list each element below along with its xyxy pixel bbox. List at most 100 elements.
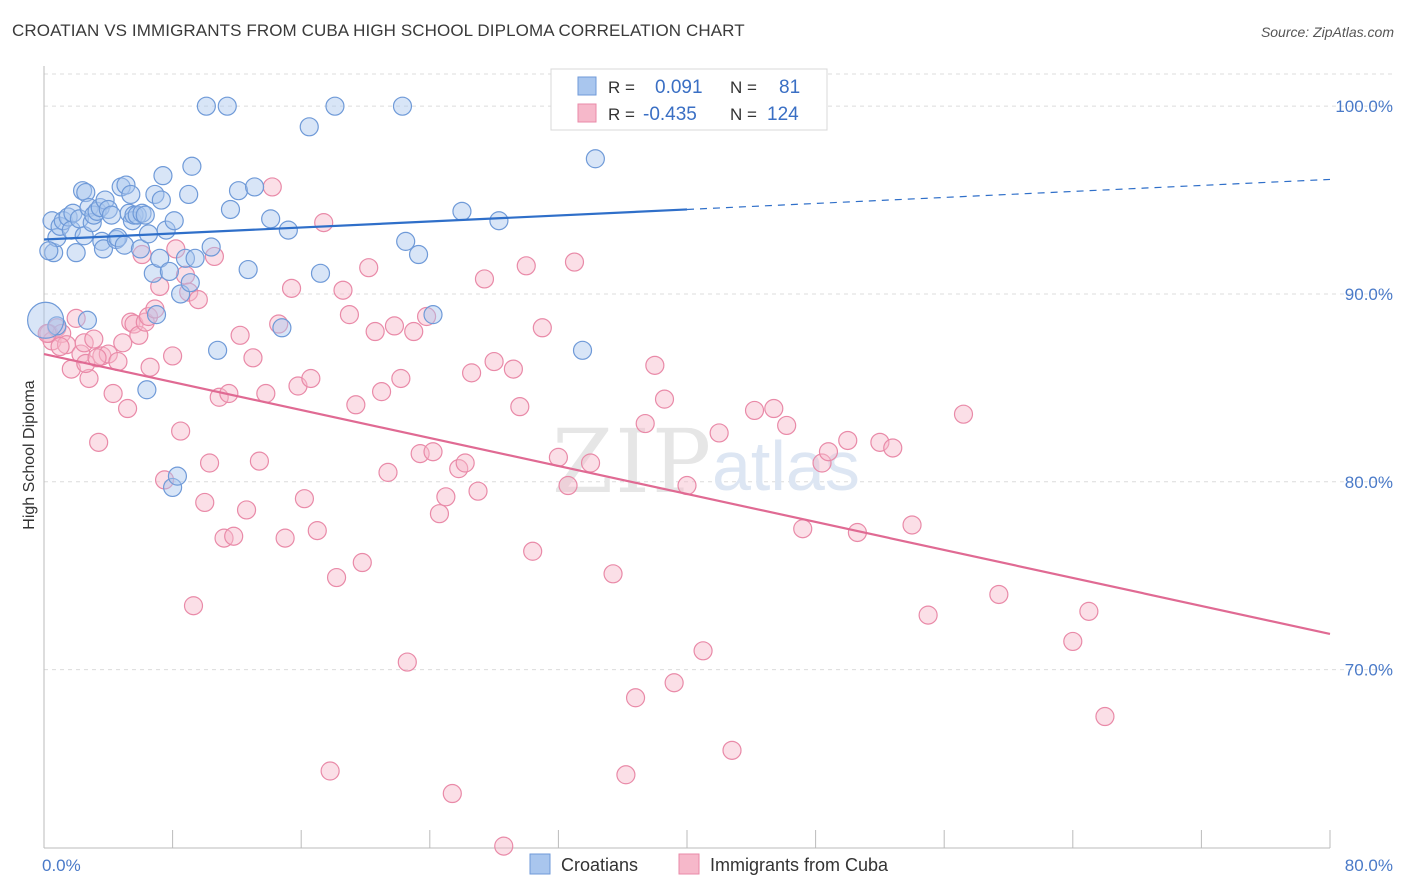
point-cuba xyxy=(140,357,160,377)
point-croatian xyxy=(220,199,241,220)
point-cuba xyxy=(199,453,220,473)
point-croatian xyxy=(27,301,65,339)
point-cuba xyxy=(365,321,385,342)
point-croatian xyxy=(272,318,292,338)
point-croatian xyxy=(121,184,141,205)
point-cuba xyxy=(307,521,327,541)
point-cuba xyxy=(838,430,858,451)
point-croatian xyxy=(228,181,249,201)
point-croatian xyxy=(77,310,98,330)
point-croatian xyxy=(261,209,281,229)
trend-line-croatians xyxy=(43,208,688,241)
point-croatian xyxy=(167,466,188,486)
x-tick-label: 80.0% xyxy=(1345,856,1393,875)
trend-lines xyxy=(43,178,1331,635)
point-croatian xyxy=(114,235,134,255)
point-cuba xyxy=(404,321,424,342)
point-cuba xyxy=(484,351,504,372)
point-cuba xyxy=(429,504,450,524)
trend-line-cuba xyxy=(43,352,1331,635)
point-cuba xyxy=(314,213,334,233)
point-croatian xyxy=(137,380,157,400)
point-cuba xyxy=(171,421,191,441)
point-croatian xyxy=(572,340,593,360)
point-croatian xyxy=(98,199,118,220)
point-cuba xyxy=(113,333,133,353)
point-croatian xyxy=(72,181,93,201)
legend-top: R = 0.091 N = 81 R = -0.435 N = 124 xyxy=(550,68,828,131)
point-cuba xyxy=(709,423,729,443)
bottom-legend-swatch-pink xyxy=(678,853,700,875)
grid-lines xyxy=(44,73,1392,671)
point-croatian xyxy=(163,477,183,498)
point-cuba xyxy=(195,492,215,513)
point-cuba xyxy=(953,404,974,424)
point-cuba xyxy=(812,453,832,473)
point-cuba xyxy=(764,398,784,419)
y-tick-label: 90.0% xyxy=(1345,285,1393,304)
legend-r-label-pink: R = xyxy=(608,105,635,124)
point-cuba xyxy=(777,415,797,436)
point-croatian xyxy=(146,305,167,325)
point-croatian xyxy=(66,243,86,263)
point-cuba xyxy=(50,336,70,357)
point-cuba xyxy=(275,528,295,548)
legend-r-value-blue: 0.091 xyxy=(655,77,703,98)
point-cuba xyxy=(516,256,536,276)
point-croatian xyxy=(408,244,429,265)
point-cuba xyxy=(564,252,585,272)
point-croatian xyxy=(299,117,319,137)
point-croatian xyxy=(238,259,258,280)
point-cuba xyxy=(603,564,623,584)
point-cuba xyxy=(902,515,922,535)
point-cuba xyxy=(397,652,417,672)
point-croatian xyxy=(185,248,205,268)
point-croatian xyxy=(244,177,265,197)
point-cuba xyxy=(294,489,315,509)
legend-r-label-blue: R = xyxy=(608,78,635,97)
point-cuba xyxy=(616,765,636,785)
point-cuba xyxy=(436,487,456,507)
point-cuba xyxy=(352,552,372,573)
point-cuba xyxy=(442,783,462,804)
y-tick-label: 70.0% xyxy=(1345,661,1393,680)
point-cuba xyxy=(580,453,601,473)
point-cuba xyxy=(163,346,183,366)
legend-r-value-pink: -0.435 xyxy=(643,104,697,125)
legend-swatch-pink xyxy=(577,103,597,123)
point-cuba xyxy=(494,836,514,856)
y-tick-label: 80.0% xyxy=(1345,473,1393,492)
point-croatian xyxy=(135,205,155,225)
point-cuba xyxy=(339,305,360,325)
point-cuba xyxy=(236,500,257,520)
point-croatian xyxy=(108,228,128,248)
point-croatian xyxy=(196,96,216,116)
point-cuba xyxy=(722,740,742,760)
point-cuba xyxy=(84,329,104,349)
point-cuba xyxy=(793,519,813,539)
point-cuba xyxy=(281,278,302,298)
point-cuba xyxy=(818,442,839,462)
point-cuba xyxy=(138,306,159,327)
point-cuba xyxy=(474,269,495,289)
point-cuba xyxy=(359,258,379,278)
point-croatian xyxy=(159,261,179,282)
series-immigrants-from-cuba xyxy=(37,177,1115,856)
point-cuba xyxy=(391,368,411,389)
point-cuba xyxy=(214,528,234,548)
series-croatians xyxy=(27,96,605,498)
point-croatian xyxy=(396,231,416,251)
axes: 100.0% 90.0% 80.0% 70.0% 0.0% 80.0% xyxy=(42,66,1393,875)
watermark-atlas: atlas xyxy=(712,427,860,505)
point-cuba xyxy=(320,761,340,781)
point-cuba xyxy=(468,481,488,501)
point-cuba xyxy=(532,318,552,338)
point-croatian xyxy=(182,156,202,176)
point-cuba xyxy=(346,395,366,415)
y-axis-label: High School Diploma xyxy=(21,380,38,530)
point-croatian xyxy=(116,175,136,195)
point-croatian xyxy=(489,211,509,231)
point-cuba xyxy=(625,688,646,708)
point-croatian xyxy=(130,239,151,259)
